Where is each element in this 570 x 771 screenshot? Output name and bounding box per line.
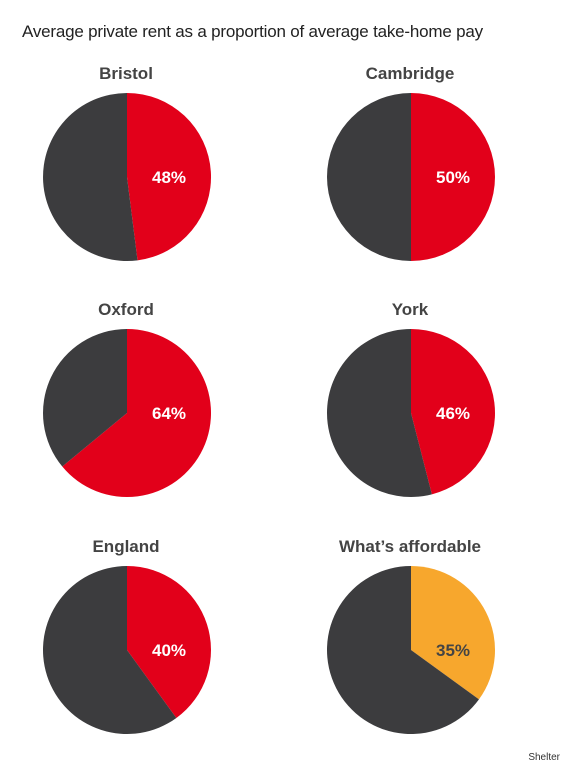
pie-slice-rent xyxy=(411,566,495,700)
pie-title: York xyxy=(391,300,429,319)
pie-slice-remainder xyxy=(43,329,128,467)
pie-svg: 40% xyxy=(42,566,211,734)
pie-title: Bristol xyxy=(99,64,153,83)
pie-slice-remainder xyxy=(327,93,411,261)
pie-percent-label: 40% xyxy=(152,641,186,660)
pie-chart-cambridge: Cambridge 50% xyxy=(310,64,510,294)
pie-svg: 35% xyxy=(326,566,495,734)
pie-svg: 46% xyxy=(326,329,495,497)
pie-slice-rent xyxy=(411,329,495,495)
pie-slice-rent xyxy=(411,93,495,261)
pie-slice-remainder xyxy=(42,566,177,734)
pie-title: What’s affordable xyxy=(339,537,481,556)
pie-chart-oxford: Oxford 64% xyxy=(26,300,226,530)
pie-chart-england: England 40% xyxy=(26,537,226,767)
pie-percent-label: 35% xyxy=(436,641,470,660)
pie-percent-label: 50% xyxy=(436,168,470,187)
pie-percent-label: 46% xyxy=(436,404,470,423)
pie-percent-label: 48% xyxy=(152,168,186,187)
pie-chart-affordable: What’s affordable 35% xyxy=(310,537,510,767)
pie-title: Oxford xyxy=(98,300,154,319)
pie-slice-remainder xyxy=(326,329,432,497)
pie-chart-york: York 46% xyxy=(310,300,510,530)
pie-slice-rent xyxy=(127,566,211,718)
pie-slice-rent xyxy=(127,93,212,261)
pie-svg: 48% xyxy=(43,93,212,261)
pie-svg: 64% xyxy=(43,329,212,497)
pie-slice-rent xyxy=(62,329,212,497)
pie-percent-label: 64% xyxy=(152,404,186,423)
pie-slice-remainder xyxy=(43,93,138,261)
chart-title: Average private rent as a proportion of … xyxy=(22,22,483,41)
pie-svg: 50% xyxy=(327,93,495,261)
source-credit: Shelter xyxy=(528,752,560,763)
pie-title: England xyxy=(92,537,160,556)
pie-slice-remainder xyxy=(326,566,479,734)
pie-title: Cambridge xyxy=(365,64,455,83)
pie-chart-bristol: Bristol 48% xyxy=(26,64,226,294)
